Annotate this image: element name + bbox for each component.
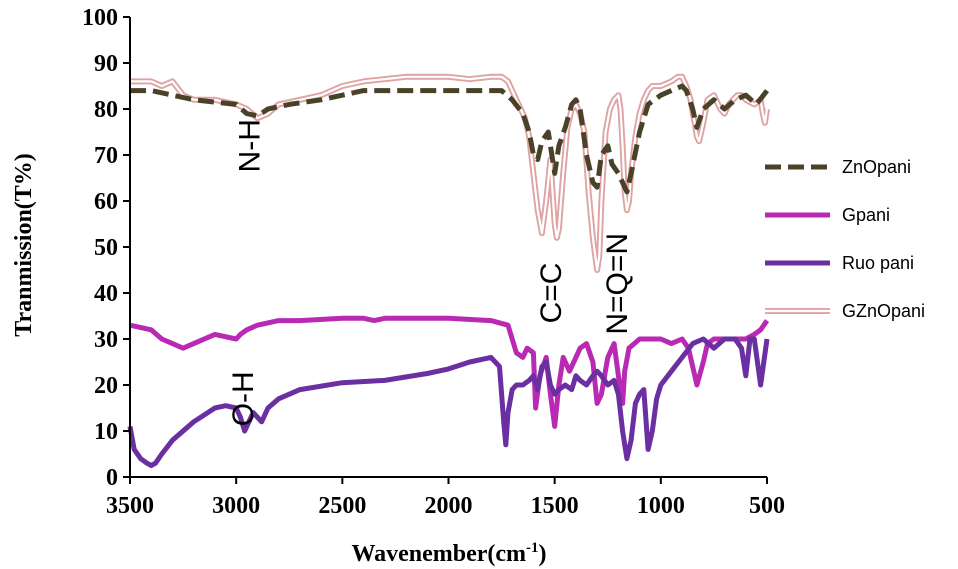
legend-label-ruo-pani: Ruo pani	[842, 253, 914, 273]
annotation-label: N=Q=N	[601, 233, 634, 335]
x-tick-label: 2000	[425, 493, 473, 519]
y-tick-label: 80	[94, 97, 118, 123]
y-tick-label: 20	[94, 373, 118, 399]
series-line-ruo-pani	[127, 336, 770, 468]
x-tick-label: 3500	[106, 493, 154, 519]
series-line-gpani	[129, 315, 770, 429]
x-tick-label: 1000	[637, 493, 685, 519]
legend-label-gpani: Gpani	[842, 205, 890, 225]
x-ticks: 3500 3000 2500 2000 1500 1000 500	[106, 477, 785, 519]
y-tick-label: 0	[106, 465, 118, 491]
y-tick-label: 70	[94, 143, 118, 169]
y-tick-label: 90	[94, 51, 118, 77]
legend-label-gznopani: GZnOpani	[842, 301, 925, 321]
x-tick-label: 3000	[212, 493, 260, 519]
annotation-label: O-H	[227, 371, 260, 426]
y-tick-label: 60	[94, 189, 118, 215]
plot-lines	[127, 73, 770, 468]
y-tick-label: 10	[94, 419, 118, 445]
annotation-label: N-H	[234, 119, 267, 172]
x-axis-title: Wavenember(cm-1)	[351, 540, 546, 567]
series-line-znopani	[130, 83, 769, 195]
x-tick-label: 2500	[318, 493, 366, 519]
annotation-label: C=C	[535, 263, 568, 324]
y-axis-title: Tranmission(T%)	[11, 153, 37, 337]
annotations: N-H O-H C=C N=Q=N	[227, 119, 634, 426]
y-tick-label: 40	[94, 281, 118, 307]
legend: ZnOpani Gpani Ruo pani GZnOpani	[765, 157, 925, 321]
y-ticks: 0 10 20 30 40 50 60 70 80 90 100	[82, 5, 130, 491]
series-line-gznopani	[130, 73, 770, 273]
legend-label-znopani: ZnOpani	[842, 157, 911, 177]
x-tick-label: 1500	[531, 493, 579, 519]
axes: 0 10 20 30 40 50 60 70 80 90 100 3500 3000 2500 2000 1…	[82, 5, 785, 519]
series-line-gznopani-inner	[130, 75, 769, 272]
y-tick-label: 100	[82, 5, 118, 31]
y-tick-label: 30	[94, 327, 118, 353]
y-tick-label: 50	[94, 235, 118, 261]
x-tick-label: 500	[749, 493, 785, 519]
